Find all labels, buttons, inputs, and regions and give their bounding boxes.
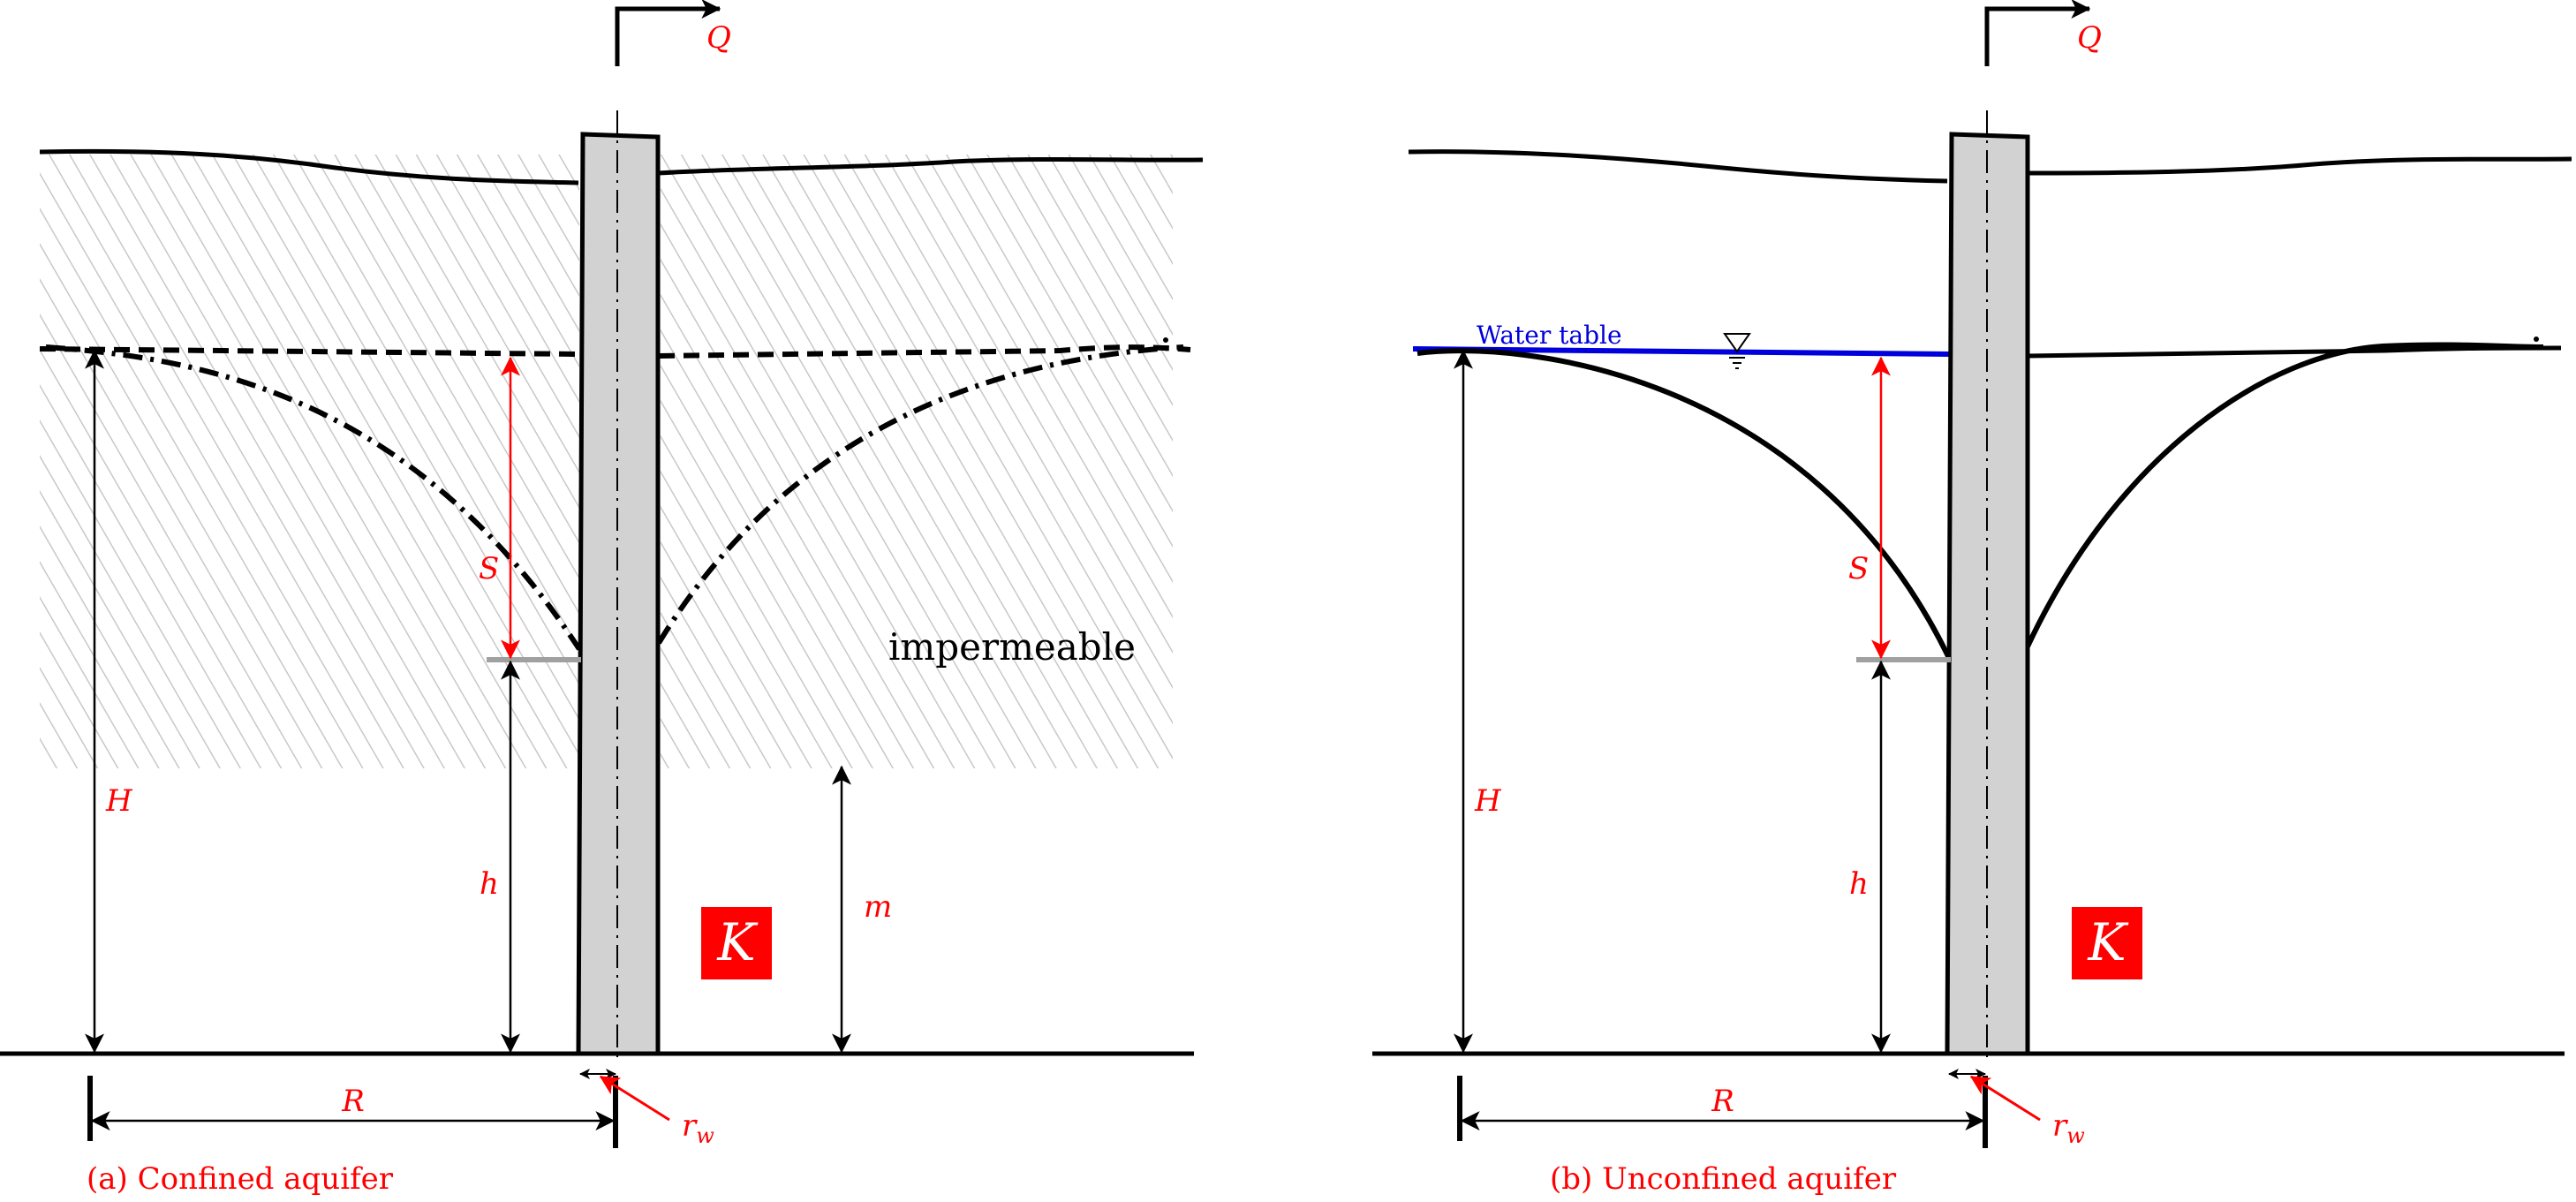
ground-surface-right [657,156,1204,176]
piezometric-end-dot [1163,337,1168,343]
conductivity-box [701,907,772,979]
initial-head-label: H [1474,783,1502,819]
water-table-triangle [1723,333,1751,353]
well-radius-symbol: r [682,1108,698,1144]
water-table-line [1412,346,1950,357]
ground-surface-left [39,148,579,185]
drawdown-curve-right [656,344,1184,645]
ground-surface-left [1408,149,1948,184]
initial-piezometric-line-left [39,346,581,357]
well-radius-pointer [599,1075,670,1122]
water-table-symbol [1723,333,1751,369]
drawdown-curve-right [2025,342,2544,648]
conductivity-label: K [716,912,759,972]
initial-head-label: H [105,783,133,819]
discharge-arrow [615,0,721,66]
discharge-label: Q [706,20,731,56]
water-table-end-dot [2534,336,2539,342]
drawdown-curve-left [1416,348,1952,660]
water-table-line-right [2027,345,2562,359]
water-table-label: Water table [1477,321,1622,350]
well-radius-label: rw [2052,1108,2085,1148]
radius-label: R [341,1084,365,1119]
well-radius-label: rw [682,1108,714,1148]
caption-confined: (a) Confined aquifer [87,1161,394,1197]
well-radius-subscript: w [2066,1123,2085,1148]
drawdown-label: S [479,551,499,586]
pumping-head-label: h [1849,866,1869,902]
aquifer-thickness-label: m [864,889,892,925]
impermeable-label: impermeable [888,625,1136,669]
ground-surface-right [2026,156,2572,176]
well-radius-subscript: w [696,1123,714,1148]
pumping-head-label: h [480,866,499,902]
initial-piezometric-line-right [658,344,1191,359]
conductivity-box [2072,907,2142,979]
conductivity-label: K [2087,912,2129,972]
panel-confined-aquifer: Q S H h m impermeable K R rw (a) Confine… [0,0,1204,1197]
discharge-arrow [1984,0,2091,66]
panel-unconfined-aquifer: Water table Q S H h K [1372,0,2572,1197]
well-radius-pointer [1969,1075,2041,1122]
radius-label: R [1711,1084,1734,1119]
drawdown-label: S [1848,551,1869,586]
discharge-label: Q [2077,20,2102,56]
caption-unconfined: (b) Unconfined aquifer [1550,1161,1897,1197]
well-radius-symbol: r [2052,1108,2068,1144]
